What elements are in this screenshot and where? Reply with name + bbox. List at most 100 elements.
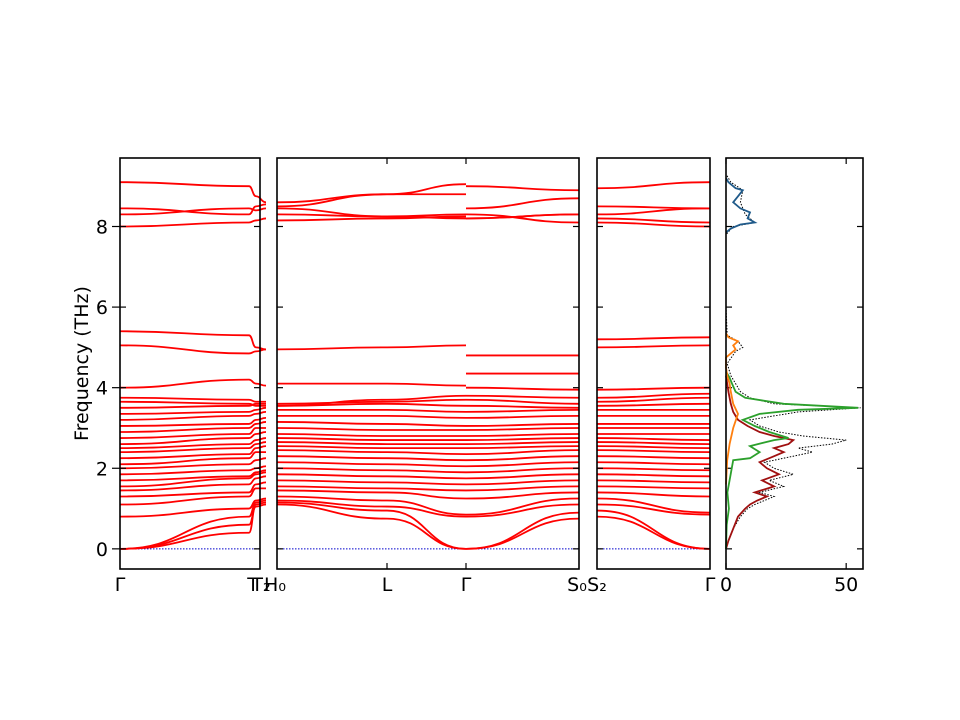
band-line <box>277 408 467 413</box>
dos-x-tick-label: 50 <box>834 574 858 596</box>
band-line <box>276 215 467 222</box>
band-line <box>465 511 580 550</box>
band-line <box>465 213 580 220</box>
band-line <box>276 398 467 405</box>
y-tick-label: 6 <box>96 297 108 319</box>
band-line <box>119 497 267 518</box>
band-line <box>119 406 267 415</box>
band-line <box>465 485 580 492</box>
band-line <box>596 485 711 490</box>
band-line <box>465 185 580 192</box>
band-line <box>119 378 267 389</box>
dos-series-line <box>725 371 859 549</box>
band-line <box>277 382 467 387</box>
y-tick-label: 8 <box>96 217 108 239</box>
y-axis-label: Frequency (THz) <box>71 286 93 441</box>
band-line <box>276 402 467 407</box>
band-line <box>276 427 466 431</box>
band-line <box>465 503 580 518</box>
band-line <box>465 517 580 550</box>
band-line <box>465 433 580 437</box>
band-line <box>596 461 711 466</box>
band-line <box>596 437 711 441</box>
band-line <box>465 479 580 486</box>
band-line <box>596 344 711 349</box>
band-line <box>465 461 580 468</box>
band-line <box>465 408 580 413</box>
band-line <box>119 181 267 204</box>
band-line <box>596 503 711 516</box>
band-line <box>596 449 711 454</box>
band-line <box>276 499 467 518</box>
band-line <box>596 497 711 514</box>
band-line <box>276 479 467 486</box>
band-line <box>465 441 580 445</box>
y-tick-label: 0 <box>96 539 108 561</box>
band-line <box>465 423 580 427</box>
band-line <box>276 433 466 437</box>
band-line <box>596 467 711 472</box>
band-line <box>276 461 467 468</box>
y-tick-label: 4 <box>96 378 108 400</box>
band-line <box>596 515 711 550</box>
band-line <box>465 449 580 456</box>
band-line <box>465 414 580 419</box>
band-line <box>596 479 711 484</box>
band-line <box>276 421 467 427</box>
band-line <box>276 485 467 492</box>
band-line <box>596 207 711 216</box>
x-tick-label: L <box>382 574 393 596</box>
x-tick-label: T <box>246 574 259 596</box>
band-line <box>596 386 711 391</box>
band-line <box>465 394 580 399</box>
x-tick-label: Γ <box>705 574 716 596</box>
dos-frame <box>725 157 864 570</box>
band-line <box>465 455 580 462</box>
band-line <box>276 344 467 351</box>
x-tick-label: S₂ <box>587 574 607 596</box>
band-line <box>276 193 466 208</box>
band-line <box>596 205 711 210</box>
band-line <box>596 509 711 550</box>
band-line <box>276 473 467 480</box>
band-line <box>119 217 267 228</box>
band-structure-panels <box>112 157 711 570</box>
band-line <box>596 217 711 224</box>
y-tick-label: 2 <box>96 458 108 480</box>
band-line <box>596 181 711 190</box>
band-line <box>119 344 267 355</box>
band-line <box>276 441 466 445</box>
band-line <box>276 414 467 419</box>
band-line <box>465 197 580 210</box>
band-line <box>596 221 711 228</box>
band-line <box>596 402 711 407</box>
band-line <box>465 473 580 480</box>
band-line <box>465 404 580 409</box>
band-line <box>596 392 711 399</box>
dos-series-line <box>725 332 740 485</box>
x-tick-label: T₂ <box>250 574 270 596</box>
band-line <box>276 495 467 516</box>
band-line <box>276 467 467 474</box>
band-line <box>276 501 467 550</box>
dos-series-line <box>725 177 758 234</box>
band-line <box>276 394 467 407</box>
x-tick-label: Γ <box>461 574 472 596</box>
dos-x-tick-label: 0 <box>720 574 732 596</box>
band-line <box>465 497 580 516</box>
band-line <box>465 467 580 474</box>
band-line <box>465 491 580 500</box>
band-line <box>465 427 580 431</box>
band-line <box>465 445 580 450</box>
band-line <box>465 398 580 405</box>
band-line <box>276 437 466 441</box>
band-line <box>596 445 711 450</box>
band-line <box>465 213 580 224</box>
band-line <box>276 455 467 462</box>
x-tick-label: H₀ <box>264 574 286 596</box>
panel-frame <box>119 157 261 570</box>
dos-series-line <box>725 173 861 550</box>
band-line <box>276 503 467 550</box>
